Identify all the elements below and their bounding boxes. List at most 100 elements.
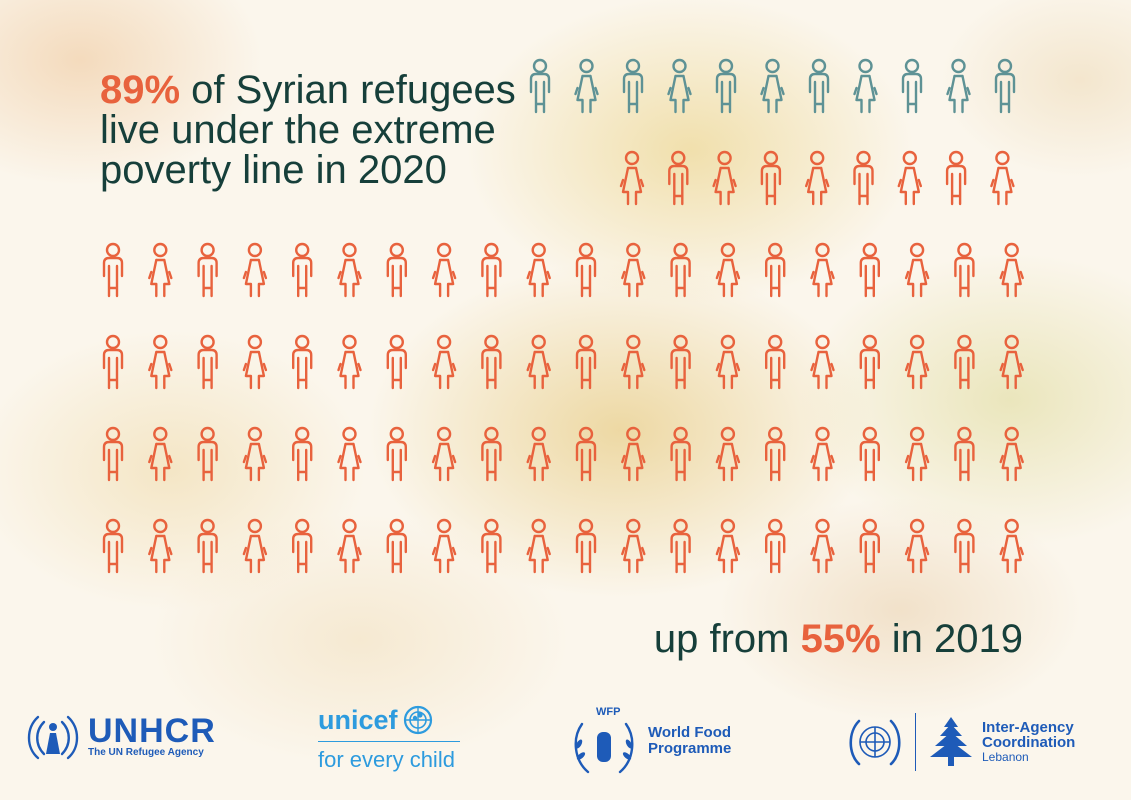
- person-icon-poor: [999, 334, 1024, 390]
- person-icon-poor: [670, 426, 691, 482]
- comparison-prefix: up from: [653, 617, 801, 661]
- person-icon-poor: [197, 426, 218, 482]
- person-icon-poor: [386, 334, 407, 390]
- comparison-text: up from 55% in 2019: [654, 616, 1023, 662]
- person-icon-not-poor: [994, 58, 1016, 114]
- headline-percentage: 89%: [100, 68, 181, 112]
- person-icon-not-poor: [667, 58, 692, 114]
- person-icon-poor: [765, 334, 786, 390]
- person-icon-poor: [670, 334, 691, 390]
- person-icon-poor: [715, 518, 741, 574]
- unicef-name: unicef: [318, 704, 398, 735]
- person-icon-poor: [148, 518, 173, 574]
- unhcr-tagline: The UN Refugee Agency: [88, 747, 204, 758]
- person-icon-poor: [859, 426, 880, 482]
- person-icon-poor: [526, 334, 551, 390]
- person-icon-poor: [712, 150, 737, 206]
- comparison-suffix: in 2019: [880, 617, 1023, 661]
- unicef-emblem-icon: [403, 705, 433, 735]
- person-icon-poor: [990, 150, 1015, 206]
- person-icon-poor: [810, 426, 835, 482]
- person-icon-poor: [904, 242, 930, 298]
- person-icon-poor: [337, 334, 362, 390]
- person-icon-poor: [526, 518, 551, 574]
- person-icon-poor: [897, 150, 922, 206]
- person-icon-poor: [765, 242, 786, 298]
- person-icon-poor: [197, 242, 218, 298]
- unhcr-emblem-icon: [27, 715, 79, 760]
- person-icon-not-poor: [529, 58, 551, 114]
- person-icon-poor: [670, 242, 691, 298]
- headline-text: of Syrian refugees live under the extrem…: [100, 68, 516, 192]
- person-icon-poor: [715, 242, 741, 298]
- partner-logos: UNHCR The UN Refugee Agency unicef for e…: [0, 690, 1131, 800]
- person-icon-poor: [999, 518, 1024, 574]
- iac-name-line-2: Coordination: [982, 733, 1076, 751]
- person-icon-poor: [481, 426, 502, 482]
- person-icon-poor: [621, 242, 646, 298]
- person-icon-poor: [765, 518, 786, 574]
- person-icon-poor: [526, 242, 551, 298]
- person-icon-poor: [197, 334, 218, 390]
- person-icon-poor: [810, 242, 835, 298]
- person-icon-poor: [715, 426, 741, 482]
- person-icon-poor: [765, 426, 786, 482]
- person-icon-poor: [575, 334, 597, 390]
- person-icon-poor: [805, 150, 830, 206]
- person-icon-poor: [853, 150, 874, 206]
- person-icon-poor: [670, 518, 691, 574]
- person-icon-poor: [242, 426, 268, 482]
- person-icon-poor: [621, 518, 646, 574]
- wfp-name-line-2: Programme: [648, 740, 732, 757]
- person-icon-poor: [575, 242, 597, 298]
- person-icon-poor: [715, 334, 741, 390]
- person-icon-poor: [481, 518, 502, 574]
- person-icon-poor: [148, 334, 173, 390]
- person-icon-poor: [999, 426, 1024, 482]
- person-icon-poor: [431, 334, 457, 390]
- unhcr-logo: UNHCR The UN Refugee Agency: [24, 712, 216, 762]
- person-icon-poor: [431, 242, 457, 298]
- person-icon-poor: [386, 518, 407, 574]
- wfp-name-line-1: World Food: [648, 724, 732, 741]
- person-icon-poor: [148, 242, 173, 298]
- person-icon-poor: [292, 518, 313, 574]
- person-icon-poor: [575, 518, 597, 574]
- person-icon-poor: [102, 334, 124, 390]
- person-icon-poor: [810, 518, 835, 574]
- person-icon-poor: [292, 334, 313, 390]
- person-icon-poor: [148, 426, 173, 482]
- person-icon-not-poor: [853, 58, 878, 114]
- person-icon-poor: [292, 426, 313, 482]
- comparison-percentage: 55%: [800, 617, 881, 661]
- person-icon-poor: [904, 426, 930, 482]
- headline: 89% of Syrian refugees live under the ex…: [100, 70, 570, 190]
- inter-agency-coordination-logo: Inter-Agency Coordination Lebanon: [845, 712, 1075, 772]
- person-icon-poor: [431, 518, 457, 574]
- person-icon-poor: [621, 426, 646, 482]
- person-icon-poor: [242, 334, 268, 390]
- person-icon-not-poor: [622, 58, 644, 114]
- person-icon-not-poor: [574, 58, 599, 114]
- wfp-wreath-icon: WFP: [574, 706, 634, 774]
- person-icon-poor: [242, 242, 268, 298]
- person-icon-not-poor: [715, 58, 737, 114]
- logo-divider: [915, 713, 916, 771]
- person-icon-poor: [386, 242, 407, 298]
- person-icon-poor: [859, 242, 880, 298]
- person-icon-poor: [760, 150, 782, 206]
- cedar-tree-icon: [930, 717, 972, 766]
- person-icon-poor: [621, 334, 646, 390]
- person-icon-poor: [954, 518, 975, 574]
- person-icon-poor: [337, 242, 362, 298]
- iac-name-line-1: Inter-Agency: [982, 718, 1074, 736]
- unicef-logo: unicef for every child: [318, 704, 460, 772]
- person-icon-poor: [945, 150, 967, 206]
- unicef-tagline: for every child: [318, 747, 455, 772]
- person-icon-poor: [481, 334, 502, 390]
- person-icon-poor: [102, 426, 124, 482]
- person-icon-poor: [337, 426, 362, 482]
- person-icon-poor: [242, 518, 268, 574]
- person-icon-poor: [859, 334, 880, 390]
